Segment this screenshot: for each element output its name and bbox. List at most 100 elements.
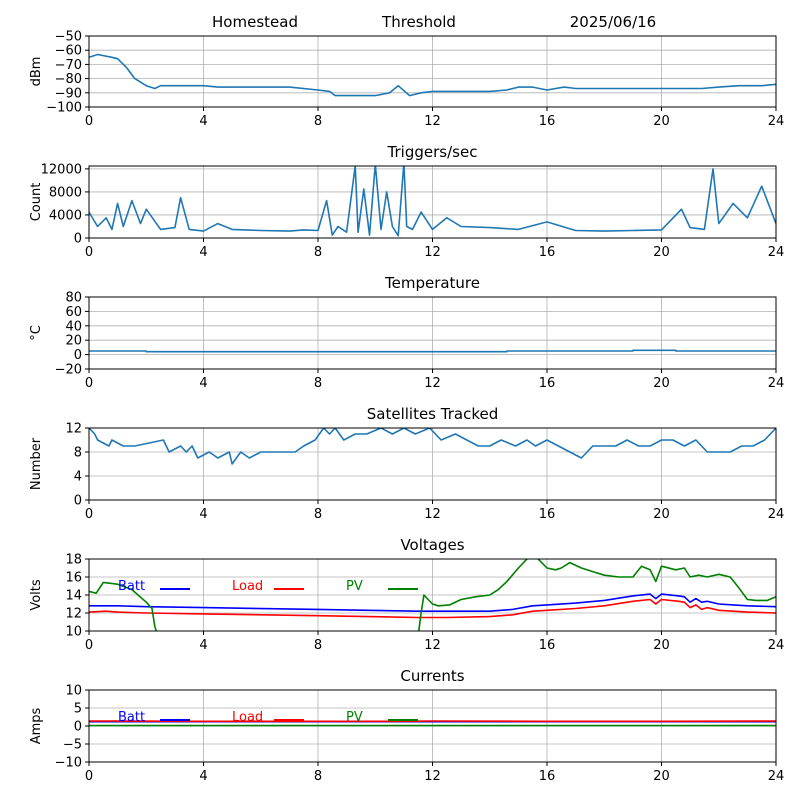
series-line-main	[89, 166, 776, 237]
legend-label-pv: PV	[346, 710, 363, 725]
x-tick-label: 12	[424, 769, 441, 784]
x-tick-label: 0	[85, 376, 93, 391]
y-tick-label: 12	[65, 422, 82, 437]
y-tick-label: 12000	[41, 162, 82, 177]
y-axis-label: Count	[29, 183, 44, 222]
chart-voltages: 0 4 8 12 16 20 24 10 12 14 16 18 Voltages Volts Batt Lo…	[29, 536, 784, 653]
y-tick-label: 10	[65, 625, 82, 640]
y-tick-label: 80	[65, 291, 82, 306]
y-tick-label: 60	[65, 305, 82, 320]
y-tick-label: 5	[74, 702, 82, 717]
y-tick-label: 12	[65, 607, 82, 622]
series-line-batt	[89, 593, 776, 613]
x-tick-label: 24	[768, 245, 785, 260]
x-tick-label: 16	[539, 769, 556, 784]
y-tick-label: −70	[55, 58, 82, 73]
y-tick-label: −80	[55, 72, 82, 87]
chart-triggers: 0 4 8 12 16 20 24 0 4000 8000 12000 Triggers/sec Cou…	[29, 143, 784, 260]
y-axis-label: Number	[29, 437, 44, 490]
x-tick-label: 12	[424, 507, 441, 522]
x-tick-label: 8	[314, 769, 322, 784]
chart-signal: 0 4 8 12 16 20 24 −100−90−80−70−60−50 dBm	[29, 30, 784, 130]
x-tick-label: 4	[199, 638, 207, 653]
y-tick-label: 8000	[49, 185, 82, 200]
y-tick-label: 0	[74, 720, 82, 735]
x-tick-label: 24	[768, 114, 785, 129]
legend-label-load: Load	[232, 710, 263, 725]
header-date: 2025/06/16	[570, 13, 656, 31]
header-mode: Threshold	[381, 13, 456, 31]
y-tick-label: −60	[55, 44, 82, 59]
x-tick-label: 20	[653, 769, 670, 784]
x-tick-label: 8	[314, 245, 322, 260]
chart-title: Voltages	[400, 536, 464, 554]
y-axis-label: dBm	[29, 57, 44, 87]
legend-label-batt: Batt	[118, 579, 145, 594]
x-tick-label: 16	[539, 114, 556, 129]
x-tick-label: 12	[424, 114, 441, 129]
y-tick-label: 4000	[49, 208, 82, 223]
y-tick-label: 16	[65, 571, 82, 586]
chart-title: Satellites Tracked	[367, 405, 498, 423]
x-tick-label: 24	[768, 638, 785, 653]
series-line-main	[89, 428, 776, 465]
x-tick-label: 24	[768, 507, 785, 522]
x-tick-label: 8	[314, 114, 322, 129]
y-tick-label: −20	[55, 363, 82, 378]
x-tick-label: 0	[85, 507, 93, 522]
header-station: Homestead	[212, 13, 298, 31]
x-tick-label: 8	[314, 507, 322, 522]
series-group	[89, 428, 776, 465]
x-tick-label: 4	[199, 376, 207, 391]
x-tick-label: 20	[653, 376, 670, 391]
x-tick-label: 0	[85, 769, 93, 784]
x-tick-label: 8	[314, 638, 322, 653]
x-tick-label: 16	[539, 638, 556, 653]
chart-title: Temperature	[384, 274, 480, 292]
y-axis-label: Amps	[29, 707, 44, 744]
chart-title: Currents	[400, 667, 464, 685]
y-tick-label: 0	[74, 232, 82, 247]
legend-label-pv: PV	[346, 579, 363, 594]
x-tick-label: 16	[539, 507, 556, 522]
legend-label-load: Load	[232, 579, 263, 594]
series-group	[89, 166, 776, 237]
x-tick-label: 4	[199, 114, 207, 129]
y-tick-label: 10	[65, 684, 82, 699]
y-tick-label: 4	[74, 470, 82, 485]
x-tick-label: 24	[768, 376, 785, 391]
legend-label-batt: Batt	[118, 710, 145, 725]
y-tick-label: 40	[65, 319, 82, 334]
chart-currents: 0 4 8 12 16 20 24 −10 −5 0 5 10 Currents Amps Batt Load…	[29, 667, 784, 784]
x-tick-label: 24	[768, 769, 785, 784]
series-line-main	[89, 53, 776, 97]
y-axis-label: °C	[29, 325, 44, 341]
y-tick-label: 0	[74, 348, 82, 363]
y-tick-label: −5	[63, 738, 82, 753]
x-tick-label: 8	[314, 376, 322, 391]
chart-title: Triggers/sec	[387, 143, 478, 161]
x-tick-label: 0	[85, 638, 93, 653]
x-tick-label: 12	[424, 638, 441, 653]
chart-satellites: 0 4 8 12 16 20 24 0 4 8 12 Satellites Tracked Number	[29, 405, 784, 522]
x-tick-label: 4	[199, 507, 207, 522]
series-line-main	[89, 349, 776, 353]
x-tick-label: 20	[653, 507, 670, 522]
y-tick-label: −10	[55, 756, 82, 771]
series-group	[89, 53, 776, 97]
y-tick-label: 20	[65, 334, 82, 349]
x-tick-label: 20	[653, 245, 670, 260]
y-axis-label: Volts	[29, 579, 44, 611]
series-line-pv	[89, 559, 776, 631]
x-tick-label: 0	[85, 245, 93, 260]
series-group	[89, 720, 776, 727]
y-tick-label: 0	[74, 494, 82, 509]
y-tick-label: 18	[65, 553, 82, 568]
y-tick-label: −90	[55, 86, 82, 101]
y-tick-label: −50	[55, 30, 82, 45]
header: Homestead Threshold 2025/06/16	[212, 13, 656, 31]
x-tick-label: 12	[424, 245, 441, 260]
series-group	[89, 559, 776, 631]
